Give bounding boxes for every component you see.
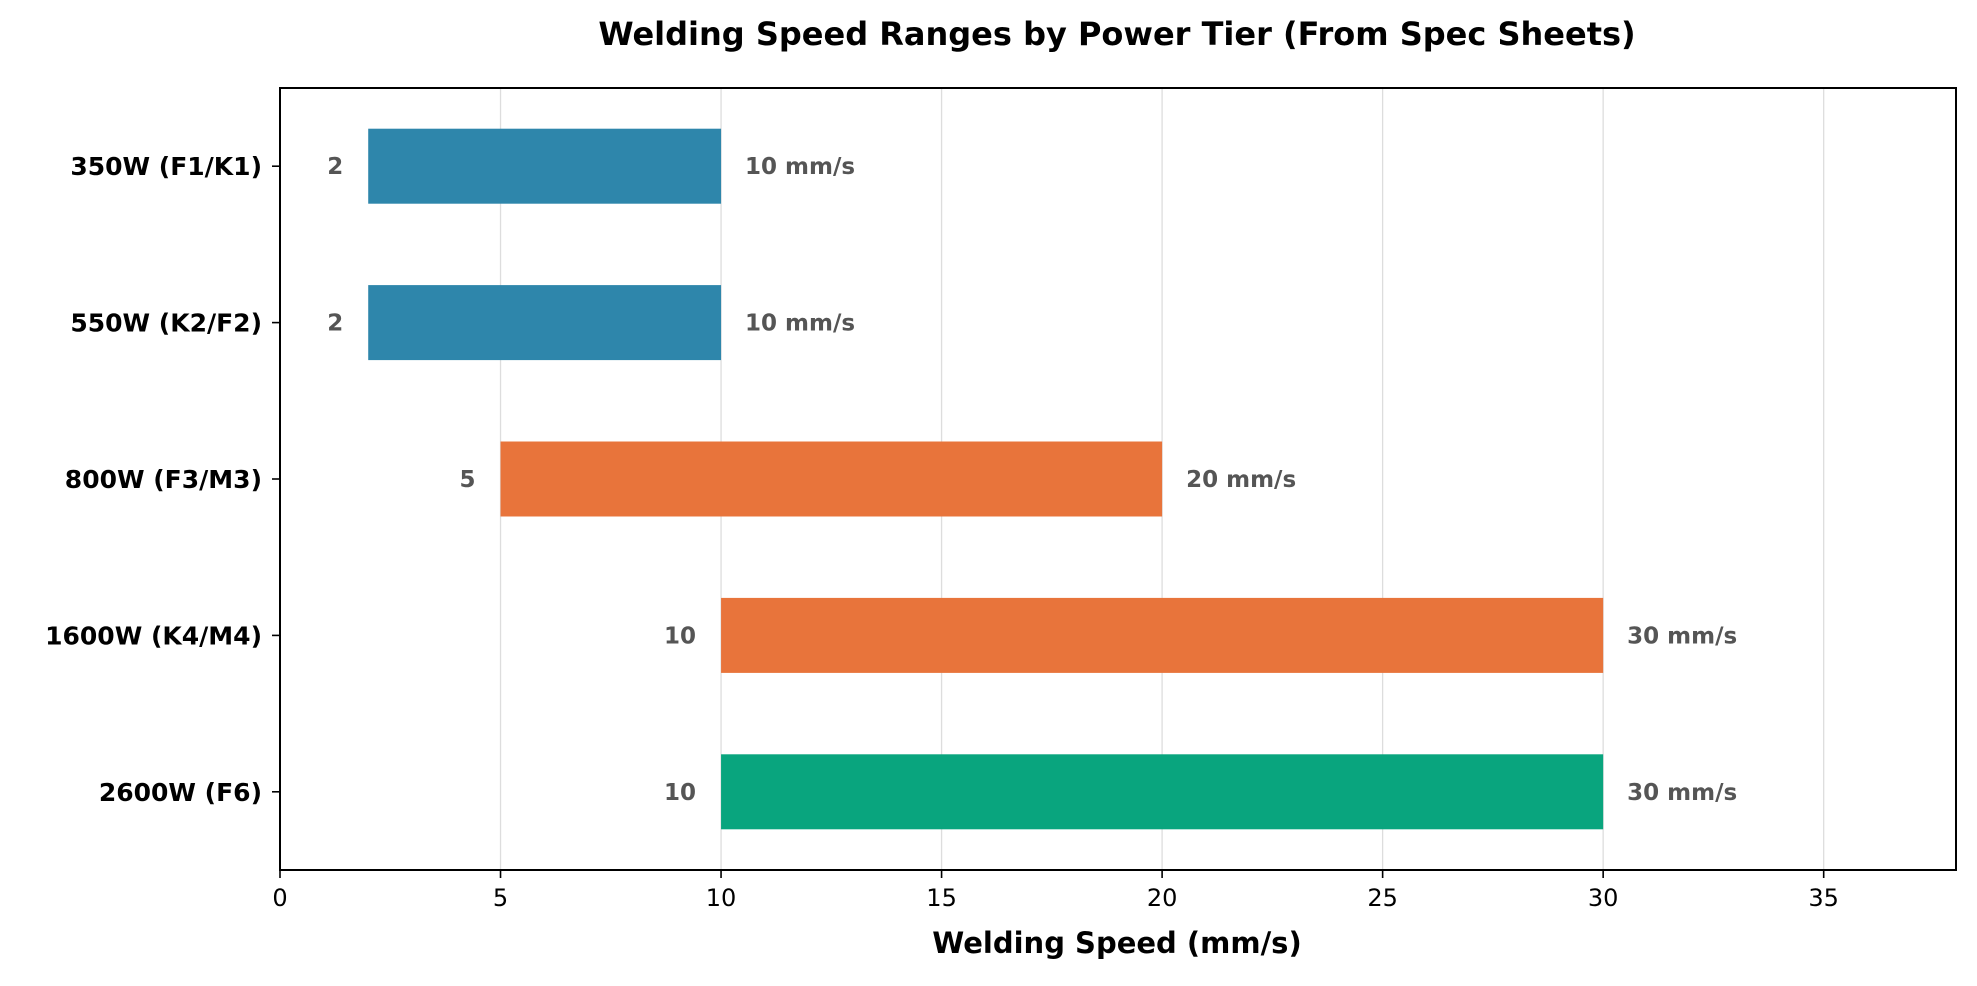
bars (368, 128, 1604, 830)
range-bar (721, 597, 1604, 673)
range-max-label: 20 mm/s (1186, 467, 1296, 493)
range-min-label: 2 (327, 311, 343, 337)
range-bar (500, 441, 1163, 517)
range-bar (368, 285, 722, 361)
range-min-label: 10 (664, 623, 696, 649)
y-tick-label: 1600W (K4/M4) (45, 621, 262, 650)
y-tick-label: 550W (K2/F2) (70, 309, 262, 338)
range-bar (368, 128, 722, 204)
x-tick-label: 25 (1367, 884, 1398, 912)
range-bar (721, 754, 1604, 830)
x-tick-label: 10 (706, 884, 737, 912)
x-axis-label: Welding Speed (mm/s) (932, 926, 1301, 960)
range-max-label: 30 mm/s (1627, 780, 1737, 806)
data-labels: 2 10 mm/s 2 10 mm/s 5 20 mm/s 10 30 mm/s 10 30 mm… (327, 154, 1737, 806)
x-tick-label: 0 (272, 884, 287, 912)
range-max-label: 10 mm/s (745, 154, 855, 180)
x-axis-ticks: 0 5 10 15 20 25 30 35 (272, 870, 1839, 912)
range-max-label: 30 mm/s (1627, 623, 1737, 649)
x-tick-label: 20 (1147, 884, 1178, 912)
x-tick-label: 5 (493, 884, 508, 912)
y-tick-label: 800W (F3/M3) (65, 465, 262, 494)
x-tick-label: 30 (1588, 884, 1619, 912)
range-min-label: 5 (460, 467, 476, 493)
range-min-label: 10 (664, 780, 696, 806)
x-tick-label: 35 (1808, 884, 1839, 912)
range-min-label: 2 (327, 154, 343, 180)
chart-title: Welding Speed Ranges by Power Tier (From… (598, 15, 1635, 53)
x-tick-label: 15 (926, 884, 957, 912)
range-max-label: 10 mm/s (745, 311, 855, 337)
y-tick-label: 350W (F1/K1) (70, 152, 262, 181)
y-tick-label: 2600W (F6) (99, 778, 262, 807)
y-axis-ticks: 350W (F1/K1) 550W (K2/F2) 800W (F3/M3) 1600… (45, 152, 280, 807)
